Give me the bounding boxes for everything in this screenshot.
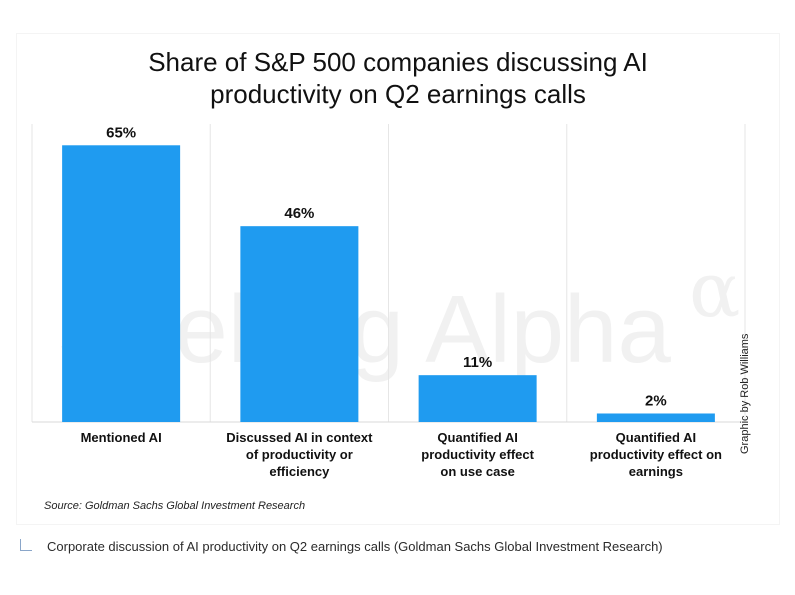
source-note: Source: Goldman Sachs Global Investment …	[44, 500, 306, 512]
category-label-line: Discussed AI in context	[226, 430, 373, 445]
category-label-line: Mentioned AI	[81, 430, 162, 445]
category-label-line: Quantified AI	[616, 430, 696, 445]
category-label-line: Quantified AI	[437, 430, 517, 445]
caption-corner-icon	[20, 539, 32, 551]
value-label-2: 46%	[284, 205, 314, 222]
bar-chart: Seeking Alpha α 65%Mentioned AI46%Discus…	[31, 124, 746, 479]
value-label-3: 11%	[463, 354, 492, 371]
category-label-2: Discussed AI in context of productivity o…	[226, 430, 373, 479]
image-caption: Corporate discussion of AI productivity …	[20, 536, 663, 556]
bar-2	[240, 226, 359, 422]
category-label-line: on use case	[440, 464, 514, 479]
watermark-alpha-symbol: α	[689, 245, 740, 334]
chart-figure: Share of S&P 500 companies discussing AI…	[17, 34, 779, 524]
category-label-line: productivity effect on	[590, 447, 722, 462]
category-label-3: Quantified AI productivity effect on use c…	[421, 430, 534, 479]
bar-1	[62, 145, 181, 422]
graphic-credit: Graphic by Rob Williams	[739, 333, 751, 454]
bar-4	[596, 413, 715, 422]
bar-3	[418, 375, 537, 422]
category-label-4: Quantified AI productivity effect on earni…	[590, 430, 722, 479]
chart-title: Share of S&P 500 companies discussing AI…	[148, 47, 648, 109]
category-label-line: earnings	[629, 464, 683, 479]
value-label-4: 2%	[645, 392, 667, 409]
category-label-line: efficiency	[269, 464, 330, 479]
category-label-1: Mentioned AI	[81, 430, 162, 445]
caption-text: Corporate discussion of AI productivity …	[47, 538, 663, 554]
category-label-line: productivity effect	[421, 447, 534, 462]
category-label-line: of productivity or	[246, 447, 353, 462]
value-label-1: 65%	[106, 124, 136, 141]
